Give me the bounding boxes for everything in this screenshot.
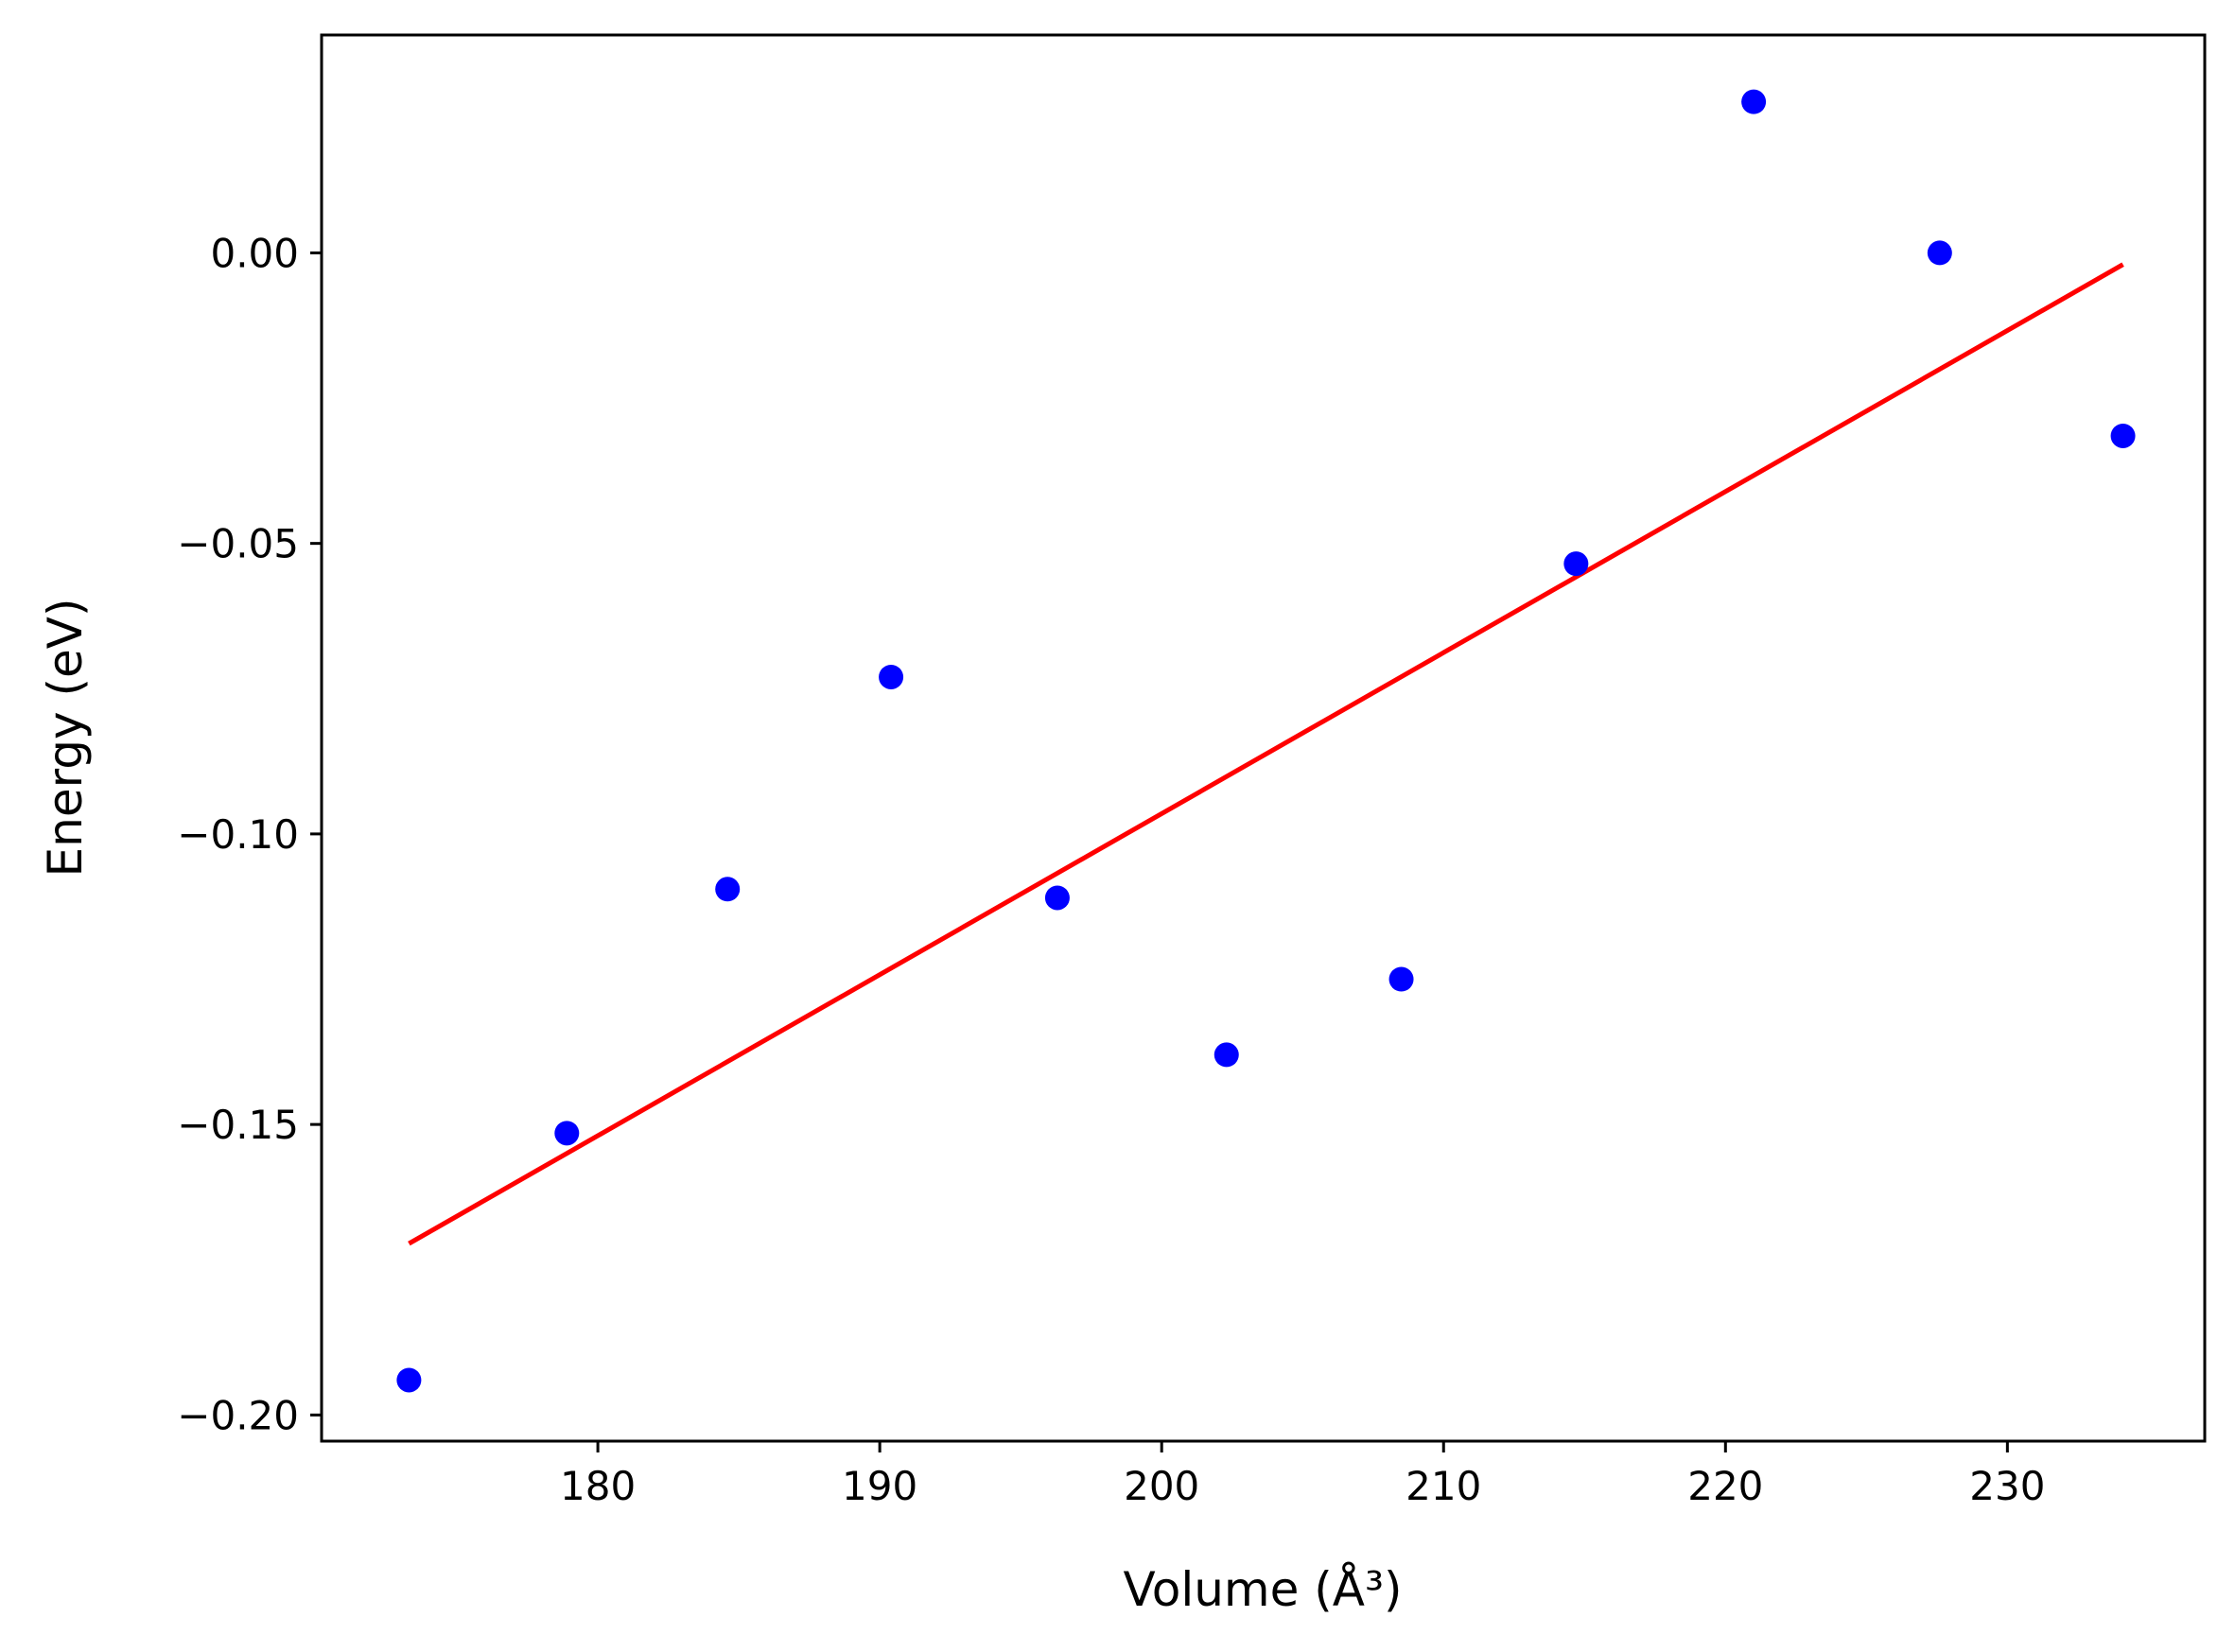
data-point bbox=[1741, 89, 1767, 114]
plot-area bbox=[396, 89, 2136, 1393]
x-axis: 180 190 200 210 220 230 bbox=[560, 1441, 2045, 1509]
data-point bbox=[2110, 423, 2136, 448]
x-tick-label: 210 bbox=[1406, 1463, 1481, 1509]
data-point bbox=[879, 664, 904, 689]
y-tick-label: 0.00 bbox=[210, 230, 299, 276]
data-point bbox=[554, 1121, 580, 1146]
y-axis: −0.20 −0.15 −0.10 −0.05 0.00 bbox=[177, 230, 322, 1438]
y-tick-label: −0.20 bbox=[177, 1392, 299, 1438]
data-point bbox=[1388, 966, 1414, 992]
data-point bbox=[1214, 1042, 1239, 1068]
data-point bbox=[715, 877, 741, 902]
data-point bbox=[396, 1367, 422, 1393]
data-point bbox=[1044, 885, 1070, 911]
plot-frame bbox=[320, 33, 2207, 1443]
x-tick-label: 180 bbox=[560, 1463, 636, 1509]
x-tick-label: 200 bbox=[1124, 1463, 1199, 1509]
data-point bbox=[1927, 240, 1952, 266]
y-tick-label: −0.10 bbox=[177, 811, 299, 858]
fit-line bbox=[408, 262, 2124, 1246]
y-tick-label: −0.05 bbox=[177, 521, 299, 567]
x-axis-label: Volume (Å³) bbox=[1123, 1562, 1402, 1617]
x-tick-label: 190 bbox=[842, 1463, 917, 1509]
y-tick-label: −0.15 bbox=[177, 1102, 299, 1148]
x-tick-label: 220 bbox=[1687, 1463, 1763, 1509]
data-point bbox=[1563, 551, 1589, 577]
y-axis-label: Energy (eV) bbox=[38, 599, 93, 878]
x-tick-label: 230 bbox=[1969, 1463, 2045, 1509]
